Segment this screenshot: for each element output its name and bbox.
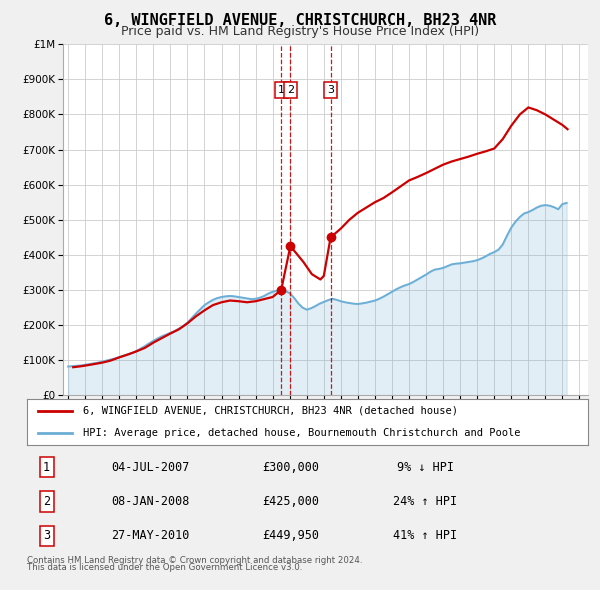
Text: 2: 2 — [287, 85, 294, 95]
Text: 41% ↑ HPI: 41% ↑ HPI — [393, 529, 457, 542]
Text: Contains HM Land Registry data © Crown copyright and database right 2024.: Contains HM Land Registry data © Crown c… — [27, 556, 362, 565]
Text: 27-MAY-2010: 27-MAY-2010 — [111, 529, 190, 542]
Text: 04-JUL-2007: 04-JUL-2007 — [111, 461, 190, 474]
Text: This data is licensed under the Open Government Licence v3.0.: This data is licensed under the Open Gov… — [27, 563, 302, 572]
Text: 08-JAN-2008: 08-JAN-2008 — [111, 495, 190, 508]
Text: 6, WINGFIELD AVENUE, CHRISTCHURCH, BH23 4NR: 6, WINGFIELD AVENUE, CHRISTCHURCH, BH23 … — [104, 13, 496, 28]
Text: HPI: Average price, detached house, Bournemouth Christchurch and Poole: HPI: Average price, detached house, Bour… — [83, 428, 521, 438]
Text: £425,000: £425,000 — [262, 495, 319, 508]
Text: £300,000: £300,000 — [262, 461, 319, 474]
Text: £449,950: £449,950 — [262, 529, 319, 542]
Text: 6, WINGFIELD AVENUE, CHRISTCHURCH, BH23 4NR (detached house): 6, WINGFIELD AVENUE, CHRISTCHURCH, BH23 … — [83, 406, 458, 416]
Text: Price paid vs. HM Land Registry's House Price Index (HPI): Price paid vs. HM Land Registry's House … — [121, 25, 479, 38]
Text: 3: 3 — [43, 529, 50, 542]
Text: 24% ↑ HPI: 24% ↑ HPI — [393, 495, 457, 508]
Text: 1: 1 — [43, 461, 50, 474]
Text: 2: 2 — [43, 495, 50, 508]
Text: 9% ↓ HPI: 9% ↓ HPI — [397, 461, 454, 474]
Text: 1: 1 — [278, 85, 284, 95]
Text: 3: 3 — [327, 85, 334, 95]
